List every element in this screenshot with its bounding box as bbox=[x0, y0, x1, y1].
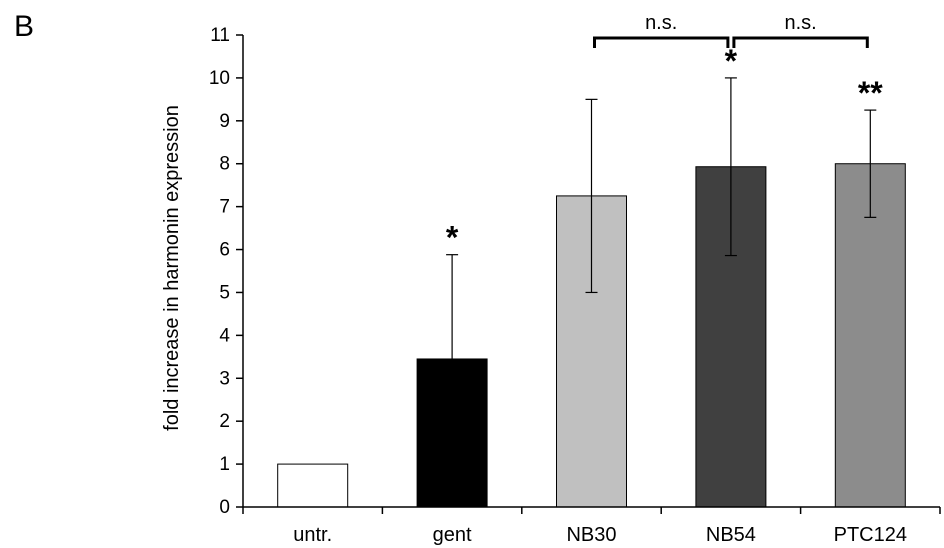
x-tick-label: NB54 bbox=[706, 524, 756, 546]
x-tick-label: PTC124 bbox=[834, 524, 907, 546]
significance-star: ** bbox=[858, 75, 883, 111]
y-tick-label: 11 bbox=[210, 25, 230, 46]
x-tick-label: untr. bbox=[293, 524, 332, 546]
panel-label: B bbox=[14, 10, 35, 43]
x-tick-label: gent bbox=[433, 524, 472, 546]
y-axis-label: fold increase in harmonin expression bbox=[161, 105, 183, 431]
y-tick-label: 3 bbox=[219, 368, 230, 389]
comparison-label: n.s. bbox=[784, 12, 816, 34]
comparison-bracket bbox=[593, 36, 730, 48]
y-tick-label: 4 bbox=[219, 325, 230, 346]
y-tick-label: 0 bbox=[219, 497, 230, 518]
bar-ptc124 bbox=[834, 163, 906, 508]
y-tick-label: 10 bbox=[209, 68, 230, 89]
comparison-bracket bbox=[732, 36, 869, 48]
annotations: ****n.s. n.s. bbox=[446, 12, 883, 256]
comparison-label: n.s. bbox=[645, 12, 677, 34]
significance-star: * bbox=[446, 220, 459, 256]
significance-star: * bbox=[725, 43, 738, 79]
y-tick-label: 9 bbox=[219, 111, 230, 132]
y-tick-label: 5 bbox=[219, 282, 230, 303]
error-bars bbox=[446, 77, 877, 359]
y-tick-label: 8 bbox=[219, 154, 230, 175]
bar-gent bbox=[416, 358, 488, 508]
x-axis: untr. gent NB30 NB54 PTC124 bbox=[242, 506, 941, 546]
y-tick-label: 1 bbox=[219, 454, 230, 475]
x-tick-label: NB30 bbox=[566, 524, 616, 546]
y-tick-label: 7 bbox=[219, 197, 230, 218]
y-tick-label: 6 bbox=[219, 240, 230, 261]
bar-untr bbox=[277, 463, 349, 508]
y-tick-label: 2 bbox=[219, 411, 230, 432]
y-axis: 0 1 2 3 4 5 6 7 8 9 10 11 bbox=[209, 25, 244, 518]
